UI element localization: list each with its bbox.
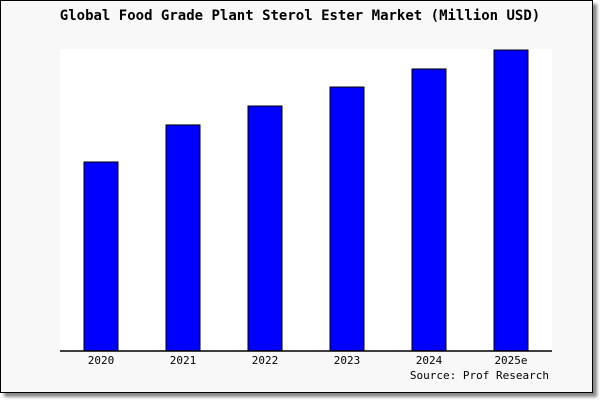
bar-2022 xyxy=(247,105,283,352)
x-tick-label: 2023 xyxy=(334,354,361,367)
x-tick-label: 2021 xyxy=(170,354,197,367)
bar-2020 xyxy=(83,161,119,352)
bar-2021 xyxy=(165,124,201,352)
plot-area xyxy=(60,49,552,351)
source-label: Source: Prof Research xyxy=(410,369,549,382)
x-tick-label: 2025e xyxy=(494,354,527,367)
x-tick-label: 2020 xyxy=(88,354,115,367)
x-tick-label: 2022 xyxy=(252,354,279,367)
bar-2023 xyxy=(329,86,365,352)
bar-2024 xyxy=(411,68,447,352)
x-tick-label: 2024 xyxy=(416,354,443,367)
bar-2025e xyxy=(493,49,529,352)
chart-title: Global Food Grade Plant Sterol Ester Mar… xyxy=(60,8,540,24)
